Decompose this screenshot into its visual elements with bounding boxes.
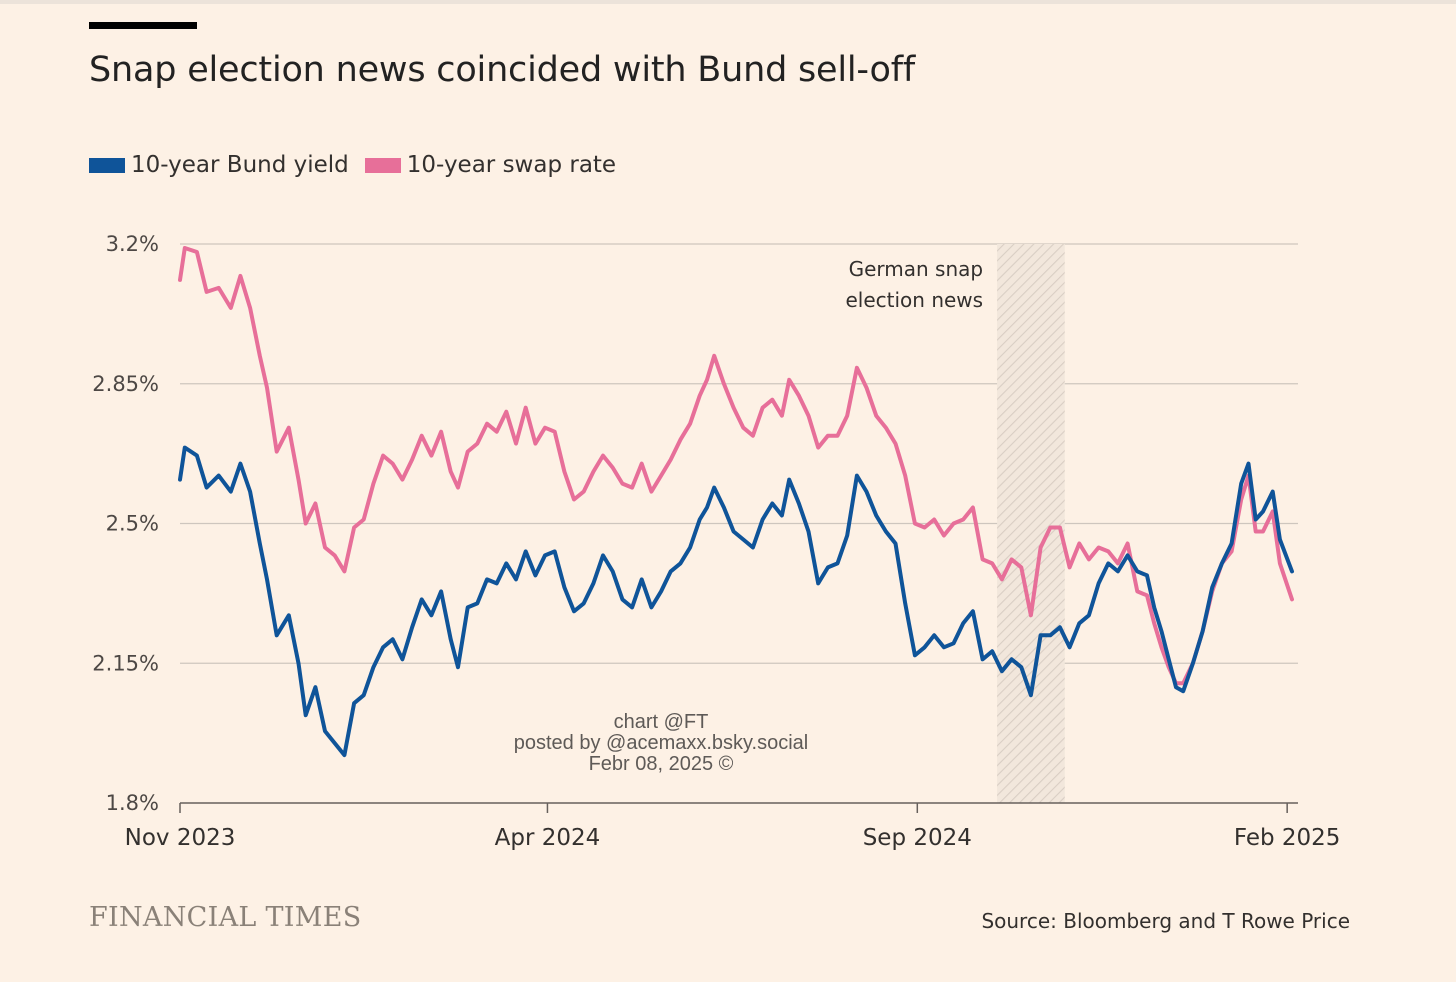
watermark-line: posted by @acemaxx.bsky.social (514, 732, 809, 754)
y-tick-label: 3.2% (106, 232, 159, 256)
series-line-bund-yield (178, 445, 1294, 758)
watermark-line: Febr 08, 2025 © (589, 753, 734, 775)
x-tick-label: Apr 2024 (495, 825, 601, 851)
y-tick-label: 2.5% (106, 512, 159, 536)
x-tick-label: Feb 2025 (1234, 825, 1341, 851)
highlight-annotation: German snap election news (845, 257, 983, 312)
legend-swatch-swap (364, 157, 401, 173)
chart-title: Snap election news coincided with Bund s… (89, 50, 915, 90)
series-lines (178, 246, 1294, 758)
annotation-line: German snap (849, 257, 984, 281)
source-note: Source: Bloomberg and T Rowe Price (981, 909, 1350, 933)
series-line-swap-rate (178, 246, 1294, 686)
x-axis: Nov 2023 Apr 2024 Sep 2024 Feb 2025 (125, 802, 1341, 851)
legend-swatch-bund (89, 157, 125, 173)
x-tick-label: Nov 2023 (125, 825, 236, 851)
election-news-band (997, 244, 1065, 803)
y-axis-ticks: 1.8% 2.15% 2.5% 2.85% 3.2% (92, 232, 159, 815)
grid-lines (180, 243, 1298, 664)
y-tick-label: 1.8% (106, 791, 159, 815)
y-tick-label: 2.85% (92, 372, 159, 396)
highlight-region (997, 244, 1065, 803)
ft-brand-logo: FINANCIAL TIMES (89, 902, 362, 933)
annotation-line: election news (845, 288, 983, 312)
ft-accent-bar (89, 22, 197, 29)
chart-legend: 10-year Bund yield 10-year swap rate (89, 152, 632, 178)
x-tick-label: Sep 2024 (863, 825, 972, 851)
legend-item-swap: 10-year swap rate (364, 152, 617, 178)
legend-item-bund: 10-year Bund yield (89, 152, 349, 178)
legend-label-bund: 10-year Bund yield (131, 152, 349, 178)
y-tick-label: 2.15% (92, 651, 159, 675)
watermark-line: chart @FT (614, 711, 709, 733)
legend-label-swap: 10-year swap rate (406, 152, 617, 178)
top-border (0, 0, 1456, 4)
